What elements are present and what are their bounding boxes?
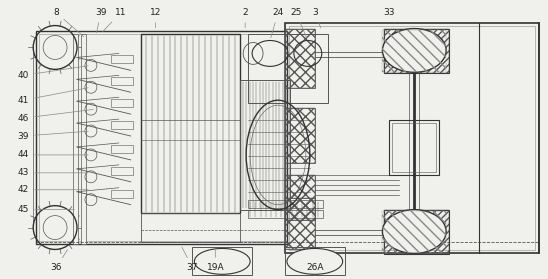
Bar <box>111 121 133 129</box>
Bar <box>36 30 287 244</box>
Text: 8: 8 <box>53 8 84 37</box>
Bar <box>285 198 315 249</box>
Bar <box>385 210 449 254</box>
Text: 33: 33 <box>384 8 395 23</box>
Text: 19A: 19A <box>207 250 224 272</box>
Bar <box>285 247 345 275</box>
Bar <box>111 99 133 107</box>
Text: 39: 39 <box>18 131 88 141</box>
Bar <box>73 33 78 244</box>
Text: 12: 12 <box>150 8 161 28</box>
Bar <box>111 190 133 198</box>
Bar <box>285 198 315 249</box>
Bar <box>383 30 446 72</box>
Text: 39: 39 <box>95 8 107 33</box>
Bar <box>285 28 315 88</box>
Bar <box>111 145 133 153</box>
Bar <box>248 210 323 218</box>
Bar <box>285 23 539 253</box>
Bar <box>390 120 439 175</box>
Text: 3: 3 <box>312 8 321 28</box>
Bar <box>81 33 86 244</box>
Text: 26A: 26A <box>306 263 323 275</box>
Bar <box>248 200 323 208</box>
Text: 46: 46 <box>18 109 93 122</box>
Text: 25: 25 <box>290 8 307 38</box>
Bar <box>285 175 315 220</box>
Text: 43: 43 <box>18 168 88 177</box>
Ellipse shape <box>383 28 446 72</box>
Bar <box>392 123 436 172</box>
Text: 36: 36 <box>50 250 67 272</box>
Bar <box>383 211 446 253</box>
Bar <box>141 33 240 213</box>
Text: 37: 37 <box>182 247 198 272</box>
Bar <box>285 28 315 88</box>
Ellipse shape <box>195 249 250 274</box>
Bar <box>39 33 284 242</box>
Bar <box>385 28 449 73</box>
Text: 24: 24 <box>271 8 284 38</box>
Bar <box>111 167 133 175</box>
Text: 44: 44 <box>18 150 88 159</box>
Text: 11: 11 <box>103 8 127 32</box>
Bar <box>285 108 315 163</box>
Bar <box>385 210 449 254</box>
Bar <box>111 56 133 63</box>
Bar <box>385 28 449 73</box>
Text: 42: 42 <box>18 185 88 194</box>
Bar <box>240 80 290 210</box>
Text: 2: 2 <box>242 8 248 28</box>
Bar <box>285 108 315 163</box>
Bar <box>285 175 315 220</box>
Ellipse shape <box>383 210 446 253</box>
Ellipse shape <box>287 249 342 274</box>
Bar <box>111 77 133 85</box>
Bar <box>141 213 240 242</box>
Bar <box>289 26 535 251</box>
Text: 41: 41 <box>18 88 88 105</box>
Text: 40: 40 <box>18 66 88 80</box>
Bar <box>248 33 328 103</box>
Bar <box>192 247 252 275</box>
Text: 45: 45 <box>18 205 74 214</box>
